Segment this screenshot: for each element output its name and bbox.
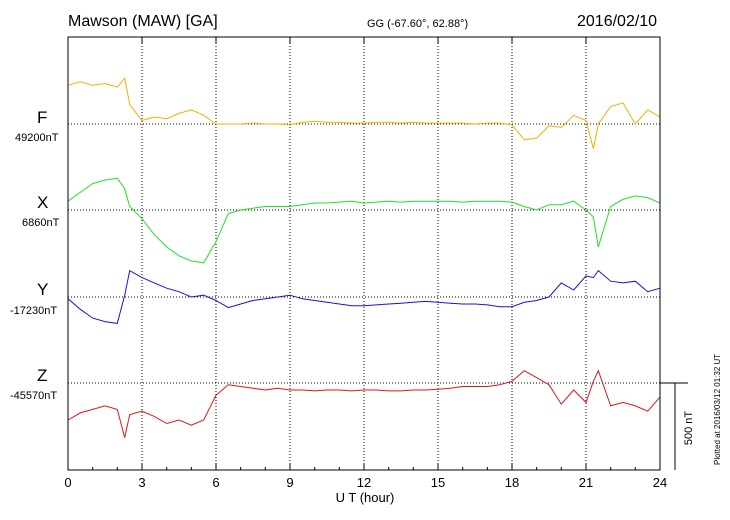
x-axis-label: U T (hour) — [335, 490, 395, 505]
series-baseline-z: -45570nT — [10, 390, 58, 402]
series-label-y: Y — [37, 280, 49, 299]
series-baseline-y: -17230nT — [10, 305, 58, 317]
series-label-x: X — [37, 193, 49, 212]
scale-bar-label: 500 nT — [683, 411, 695, 446]
x-tick-label-0: 0 — [64, 475, 71, 490]
series-label-f: F — [37, 108, 48, 127]
x-tick-label-21: 21 — [579, 475, 593, 490]
scale-bar: 500 nT — [660, 382, 695, 470]
series-baseline-x: 6860nT — [22, 217, 60, 229]
series-layer — [67, 77, 661, 438]
x-tick-label-15: 15 — [431, 475, 445, 490]
x-ticks: 0 3 6 9 12 15 18 21 24 — [64, 37, 667, 490]
x-tick-label-9: 9 — [286, 475, 293, 490]
station-title: Mawson (MAW) [GA] — [68, 13, 218, 30]
x-tick-label-18: 18 — [505, 475, 519, 490]
series-line-z — [67, 369, 661, 438]
series-line-y — [67, 269, 661, 324]
x-tick-label-24: 24 — [653, 475, 667, 490]
series-label-z: Z — [37, 366, 48, 385]
x-tick-label-3: 3 — [138, 475, 145, 490]
date-label: 2016/02/10 — [577, 13, 658, 30]
x-tick-label-12: 12 — [357, 475, 371, 490]
x-tick-label-6: 6 — [212, 475, 219, 490]
grid-lines — [68, 37, 660, 470]
station-coordinates: GG (-67.60°, 62.88°) — [367, 18, 469, 30]
plotted-timestamp: Plotted at 2016/03/12 01:32 UT — [713, 353, 722, 465]
series-line-x — [67, 177, 661, 264]
series-line-f — [67, 77, 661, 149]
series-baseline-f: 49200nT — [15, 132, 59, 144]
